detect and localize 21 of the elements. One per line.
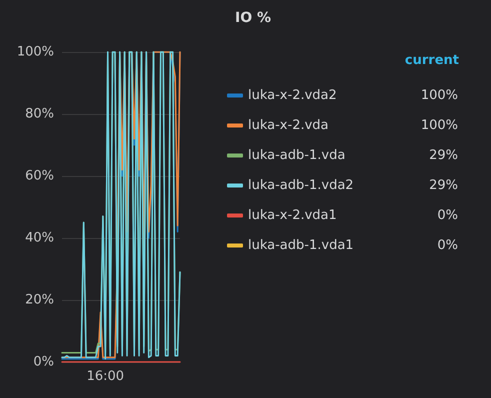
- x-tick-label: 16:00: [86, 369, 124, 384]
- legend-label: luka-adb-1.vda1: [248, 238, 354, 253]
- text: 29%: [429, 178, 458, 193]
- y-tick-label: 60%: [25, 168, 54, 184]
- y-tick-label: 100%: [16, 44, 54, 60]
- legend-label: luka-adb-1.vda: [248, 148, 346, 163]
- y-tick-label: 20%: [25, 292, 54, 308]
- legend-label: luka-x-2.vda: [248, 118, 329, 133]
- text: 0%: [437, 208, 458, 223]
- text: IO %: [234, 10, 272, 26]
- text: 100%: [420, 118, 458, 133]
- y-tick-label: 0%: [33, 354, 54, 370]
- text: 100%: [420, 88, 458, 103]
- y-tick-label: 40%: [25, 230, 54, 246]
- legend-label: luka-x-2.vda2: [248, 88, 337, 103]
- text: 0%: [437, 238, 458, 253]
- legend-title: current: [404, 53, 460, 68]
- legend-label: luka-adb-1.vda2: [248, 178, 354, 193]
- text: 29%: [429, 148, 458, 163]
- legend-label: luka-x-2.vda1: [248, 208, 337, 223]
- y-tick-label: 80%: [25, 106, 54, 122]
